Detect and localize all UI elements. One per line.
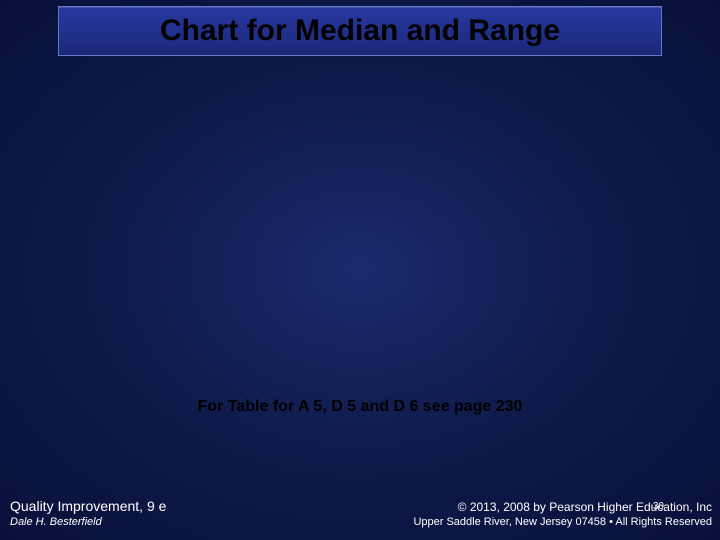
- slide-title: Chart for Median and Range: [160, 14, 560, 48]
- publisher-address: Upper Saddle River, New Jersey 07458 • A…: [413, 516, 712, 528]
- footer-right: © 2013, 2008 by Pearson Higher Education…: [413, 500, 712, 528]
- book-title: Quality Improvement, 9 e: [10, 498, 166, 514]
- footer-left: Quality Improvement, 9 e Dale H. Besterf…: [10, 498, 166, 528]
- author-name: Dale H. Besterfield: [10, 516, 166, 528]
- copyright-line: © 2013, 2008 by Pearson Higher Education…: [413, 500, 712, 514]
- slide-caption: For Table for A 5, D 5 and D 6 see page …: [0, 398, 720, 416]
- title-box: Chart for Median and Range: [58, 6, 662, 56]
